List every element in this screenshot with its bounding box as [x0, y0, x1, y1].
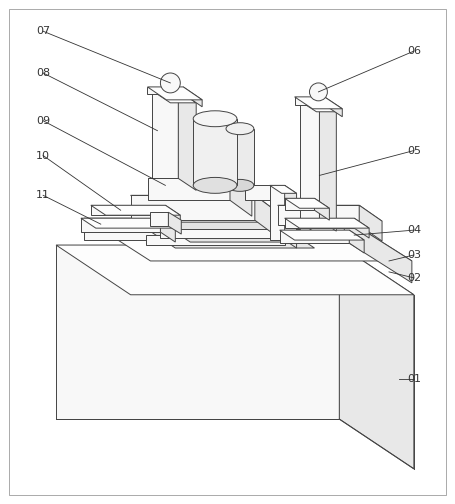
Polygon shape [324, 97, 342, 117]
Text: 08: 08 [36, 68, 50, 78]
Text: 01: 01 [407, 374, 421, 384]
Text: 06: 06 [407, 46, 421, 56]
Polygon shape [147, 87, 202, 100]
Polygon shape [349, 230, 364, 253]
Polygon shape [319, 101, 336, 231]
Polygon shape [148, 178, 230, 200]
Polygon shape [147, 87, 183, 94]
Ellipse shape [226, 122, 254, 135]
Polygon shape [280, 230, 349, 243]
Text: 10: 10 [36, 151, 50, 161]
Polygon shape [285, 218, 369, 228]
Polygon shape [84, 218, 344, 240]
Polygon shape [278, 205, 382, 221]
Polygon shape [294, 97, 342, 109]
Polygon shape [193, 119, 237, 185]
Polygon shape [151, 212, 168, 226]
Polygon shape [168, 212, 181, 234]
Polygon shape [131, 196, 282, 215]
Polygon shape [148, 178, 252, 196]
Ellipse shape [193, 177, 237, 194]
Text: 02: 02 [407, 273, 421, 283]
Polygon shape [56, 245, 339, 419]
Polygon shape [165, 205, 180, 225]
Polygon shape [146, 228, 314, 248]
Polygon shape [278, 205, 359, 225]
Polygon shape [161, 229, 299, 238]
Polygon shape [294, 97, 324, 105]
Polygon shape [270, 185, 297, 194]
Polygon shape [178, 91, 196, 191]
Polygon shape [255, 196, 282, 240]
Text: 03: 03 [407, 250, 421, 260]
Text: 07: 07 [36, 26, 50, 36]
Polygon shape [152, 91, 178, 178]
Polygon shape [285, 185, 297, 248]
Polygon shape [56, 245, 414, 295]
Polygon shape [285, 218, 354, 228]
Polygon shape [183, 87, 202, 107]
Text: 05: 05 [407, 146, 421, 156]
Polygon shape [81, 218, 175, 228]
Ellipse shape [193, 111, 237, 127]
Ellipse shape [226, 179, 254, 192]
Circle shape [309, 83, 328, 101]
Polygon shape [91, 205, 180, 215]
Polygon shape [344, 218, 412, 283]
Polygon shape [161, 222, 329, 242]
Polygon shape [81, 218, 161, 232]
Polygon shape [245, 185, 275, 200]
Polygon shape [299, 101, 319, 220]
Polygon shape [161, 218, 175, 242]
Polygon shape [152, 91, 196, 103]
Circle shape [161, 73, 180, 93]
Polygon shape [285, 198, 314, 210]
Polygon shape [339, 245, 414, 469]
Polygon shape [354, 218, 369, 238]
Text: 04: 04 [407, 225, 421, 235]
Polygon shape [131, 196, 255, 220]
Polygon shape [299, 101, 336, 112]
Text: 09: 09 [36, 116, 50, 125]
Polygon shape [146, 235, 285, 245]
Polygon shape [285, 198, 329, 208]
Polygon shape [314, 198, 329, 220]
Polygon shape [275, 185, 290, 210]
Polygon shape [91, 205, 165, 215]
Polygon shape [359, 205, 382, 241]
Polygon shape [270, 185, 285, 240]
Polygon shape [280, 230, 364, 240]
Text: 11: 11 [36, 191, 50, 200]
Polygon shape [84, 218, 412, 261]
Polygon shape [226, 129, 254, 185]
Polygon shape [230, 178, 252, 216]
